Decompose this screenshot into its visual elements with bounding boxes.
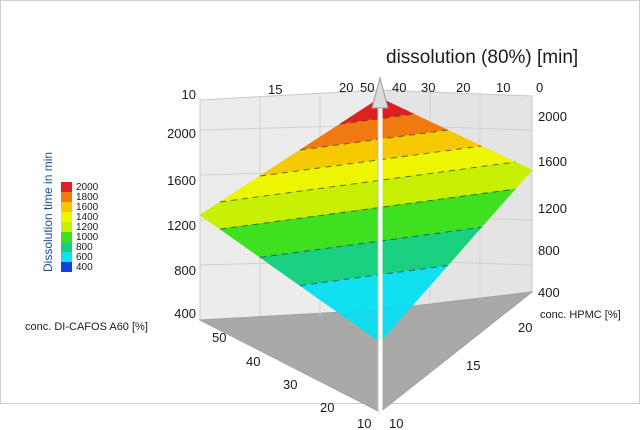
chart-title: dissolution (80%) [min] <box>386 47 578 68</box>
z-left-tick-1200: 1200 <box>167 218 196 233</box>
z-right-tick-800: 800 <box>538 243 560 258</box>
legend-swatch-1 <box>61 192 72 202</box>
y-tick-20: 20 <box>518 320 532 335</box>
z-right-tick-1200: 1200 <box>538 201 567 216</box>
y-top-tick-40: 40 <box>392 80 406 95</box>
legend-level-600: 600 <box>76 252 93 263</box>
z-left-tick-1600: 1600 <box>167 173 196 188</box>
z-right-tick-1600: 1600 <box>538 154 567 169</box>
y-top-tick-0: 0 <box>536 80 543 95</box>
y-tick-15: 15 <box>466 358 480 373</box>
x-tick-30: 30 <box>283 377 297 392</box>
z-right-tick-2000: 2000 <box>538 109 567 124</box>
legend-level-1600: 1600 <box>76 202 99 213</box>
surface-band-8 <box>339 303 415 343</box>
z-right-tick-400: 400 <box>538 285 560 300</box>
axis-ticks: 4008001200160020001040080012001600200015… <box>167 80 567 430</box>
y-top-tick-20: 20 <box>456 80 470 95</box>
x-tick-20: 20 <box>320 400 334 415</box>
z-left-tick-400: 400 <box>174 306 196 321</box>
y-axis-label: conc. HPMC [%] <box>540 309 621 321</box>
legend-level-1000: 1000 <box>76 232 99 243</box>
x-axis-label: conc. DI-CAFOS A60 [%] <box>25 321 148 333</box>
contour-line-2 <box>259 145 482 177</box>
contour-line-0 <box>339 113 414 125</box>
response-surface <box>199 97 533 343</box>
z-left-tick-2000: 2000 <box>167 126 196 141</box>
legend-level-1800: 1800 <box>76 192 99 203</box>
contour-line-5 <box>259 226 482 258</box>
legend-swatch-8 <box>61 262 72 272</box>
contour-line-3 <box>219 161 516 203</box>
legend-level-1200: 1200 <box>76 222 99 233</box>
legend-swatch-6 <box>61 242 72 252</box>
legend-swatch-3 <box>61 212 72 222</box>
z-left-tick-10: 10 <box>182 87 196 102</box>
contour-lines <box>219 113 516 287</box>
legend-swatch-2 <box>61 202 72 212</box>
legend-level-800: 800 <box>76 242 93 253</box>
x-tick-50: 50 <box>212 330 226 345</box>
y-top-tick-10: 10 <box>496 80 510 95</box>
contour-line-4 <box>219 188 516 230</box>
x-top-tick-20: 20 <box>339 80 353 95</box>
legend-swatch-7 <box>61 252 72 262</box>
x-tick-40: 40 <box>246 354 260 369</box>
axis-arrow-icon <box>371 76 389 109</box>
legend-swatch-4 <box>61 222 72 232</box>
z-left-tick-800: 800 <box>174 263 196 278</box>
contour-line-6 <box>299 265 448 287</box>
contour-line-1 <box>299 129 448 151</box>
x-top-tick-15: 15 <box>268 82 282 97</box>
legend-level-1400: 1400 <box>76 212 99 223</box>
legend-level-2000: 2000 <box>76 182 99 193</box>
legend-swatch-5 <box>61 232 72 242</box>
legend-swatch-0 <box>61 182 72 192</box>
x-tick-10: 10 <box>357 416 371 430</box>
x-top-tick-50: 50 <box>360 80 374 95</box>
y-tick-10: 10 <box>389 416 403 430</box>
y-top-tick-30: 30 <box>421 80 435 95</box>
legend-title: Dissolution time in min <box>41 152 55 272</box>
legend-level-400: 400 <box>76 262 93 273</box>
